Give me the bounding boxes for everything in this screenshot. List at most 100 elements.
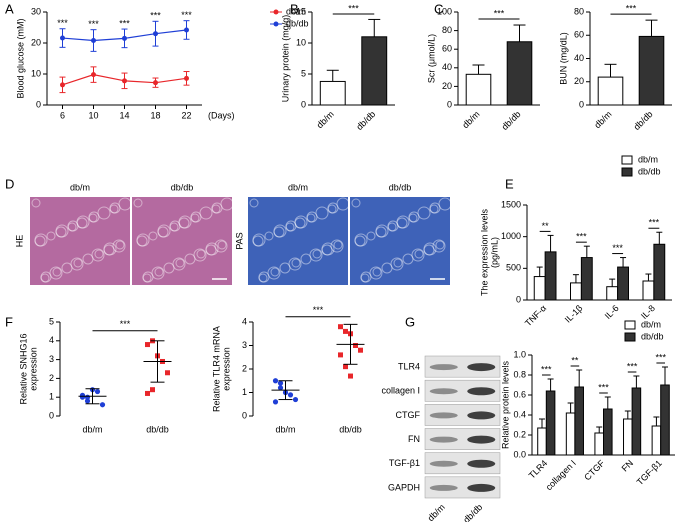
y-tick-label: 0.4 [513, 409, 526, 419]
tissue-texture [390, 257, 404, 271]
x-tick-label: db/db [632, 109, 655, 132]
panel-letter: F [5, 314, 13, 329]
x-tick-label: 18 [150, 110, 160, 120]
lane-label: db/m [426, 502, 447, 522]
tissue-texture [369, 266, 383, 280]
panel-letter: A [5, 1, 14, 16]
bar [574, 386, 584, 456]
blot-band [467, 363, 496, 372]
band-label: CTGF [396, 410, 421, 420]
tissue-texture [285, 222, 295, 232]
point [165, 370, 170, 376]
point [94, 388, 101, 395]
tissue-texture [169, 222, 179, 232]
legend-label: db/m [286, 6, 306, 16]
tissue-texture [190, 211, 202, 223]
significance: *** [626, 4, 637, 14]
tissue-texture [267, 266, 281, 280]
blot-band [429, 460, 458, 467]
tissue-texture [333, 240, 343, 250]
tissue-texture [118, 197, 132, 211]
point [348, 373, 353, 379]
tissue-texture [372, 267, 382, 277]
tissue-texture [205, 242, 219, 256]
y-axis-label: Scr (μmol/L) [426, 34, 436, 83]
blot-band [467, 411, 496, 420]
tissue-texture [438, 197, 452, 211]
tissue-texture [211, 202, 223, 214]
bar [597, 76, 624, 106]
y-axis-label: Relative protein levels [500, 360, 510, 449]
blot-strip [424, 379, 501, 402]
y-tick-label: 500 [506, 263, 521, 273]
y-axis-label: (pg/mL) [489, 237, 499, 268]
column-label: db/db [171, 182, 194, 192]
bar [642, 280, 655, 301]
blot-strip [424, 476, 501, 499]
micrograph [132, 197, 232, 285]
legend-label: db/db [641, 331, 664, 341]
tissue-texture [148, 231, 158, 241]
column-label: db/m [70, 182, 90, 192]
blot-band [467, 435, 496, 444]
bar [565, 412, 576, 456]
point [184, 75, 189, 81]
tissue-texture [67, 220, 79, 232]
point [184, 27, 189, 33]
tissue-texture [115, 240, 125, 250]
tissue-texture [258, 271, 270, 283]
tissue-texture [249, 198, 259, 208]
point [343, 364, 348, 370]
significance: ** [571, 355, 579, 365]
tissue-texture [408, 213, 418, 223]
x-tick-label: db/db [146, 424, 169, 434]
tissue-texture [214, 239, 228, 253]
y-axis-label: Relative TLR4 mRNA [211, 326, 221, 412]
bar [631, 387, 642, 456]
legend-label: db/db [286, 18, 309, 28]
lane-label: db/db [461, 502, 484, 522]
tissue-texture [55, 224, 69, 238]
x-tick-label: TGF-β1 [635, 458, 664, 487]
bar [533, 276, 546, 301]
tissue-texture [258, 273, 268, 283]
significance: *** [313, 305, 324, 315]
tissue-texture [417, 206, 431, 220]
tissue-texture [103, 242, 117, 256]
y-tick-label: 4 [242, 316, 247, 326]
tissue-texture [178, 217, 190, 229]
y-tick-label: 0 [579, 99, 584, 109]
point [358, 347, 363, 353]
tissue-texture [408, 211, 420, 223]
tissue-texture [34, 235, 46, 247]
tissue-texture [76, 215, 90, 229]
tissue-texture [387, 220, 399, 232]
legend-marker [273, 21, 279, 27]
band-label: TGF-β1 [389, 458, 420, 468]
bar [603, 408, 613, 456]
x-tick-label: db/db [354, 109, 377, 132]
tissue-texture [402, 253, 414, 265]
y-axis-label: BUN (mg/dL) [558, 32, 568, 85]
tissue-texture [103, 244, 115, 256]
tissue-texture [175, 258, 185, 268]
tissue-texture [67, 222, 77, 232]
bar [319, 80, 346, 106]
y-tick-label: 40 [442, 62, 452, 72]
tissue-texture [252, 235, 264, 247]
legend-label: db/m [638, 154, 658, 164]
blot-band [429, 388, 458, 395]
tissue-texture [82, 253, 94, 265]
tissue-texture [34, 233, 48, 247]
column-label: db/db [389, 182, 412, 192]
tissue-texture [49, 266, 63, 280]
y-tick-label: 4 [49, 335, 54, 345]
y-tick-label: 3 [242, 340, 247, 350]
y-tick-label: 2 [242, 363, 247, 373]
point [84, 398, 91, 404]
y-tick-label: 60 [574, 30, 584, 40]
legend-marker [273, 9, 279, 15]
tissue-texture [46, 231, 56, 241]
tissue-texture [70, 257, 84, 271]
